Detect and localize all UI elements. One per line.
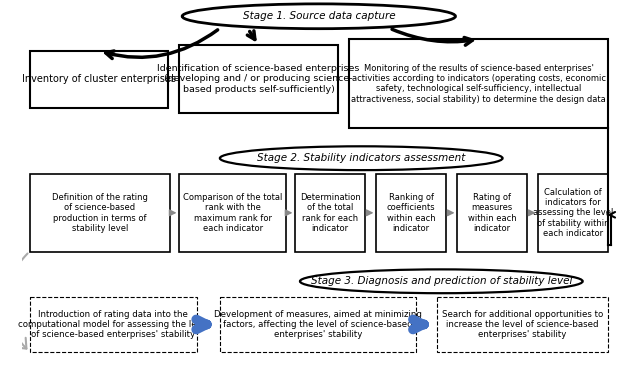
Ellipse shape <box>182 4 456 29</box>
Text: Stage 1. Source data capture: Stage 1. Source data capture <box>243 11 395 21</box>
FancyBboxPatch shape <box>437 297 608 352</box>
FancyBboxPatch shape <box>30 297 197 352</box>
Text: Development of measures, aimed at minimizing
factors, affecting the level of sci: Development of measures, aimed at minimi… <box>214 310 422 339</box>
Text: Definition of the rating
of science-based
production in terms of
stability level: Definition of the rating of science-base… <box>52 193 148 233</box>
FancyBboxPatch shape <box>220 297 416 352</box>
FancyBboxPatch shape <box>538 174 608 251</box>
Text: Determination
of the total
rank for each
indicator: Determination of the total rank for each… <box>300 193 360 233</box>
FancyBboxPatch shape <box>376 174 446 251</box>
FancyBboxPatch shape <box>179 174 286 251</box>
Text: Introduction of rating data into the
computational model for assessing the level: Introduction of rating data into the com… <box>18 310 209 339</box>
FancyBboxPatch shape <box>295 174 365 251</box>
Text: Comparison of the total
rank with the
maximum rank for
each indicator: Comparison of the total rank with the ma… <box>183 193 283 233</box>
Ellipse shape <box>300 269 583 293</box>
Text: Rating of
measures
within each
indicator: Rating of measures within each indicator <box>468 193 516 233</box>
Text: Identification of science-based enterprises
(developing and / or producing scien: Identification of science-based enterpri… <box>157 64 360 94</box>
Ellipse shape <box>220 146 502 170</box>
Text: Calculation of
indicators for
assessing the level
of stability within
each indic: Calculation of indicators for assessing … <box>533 188 614 238</box>
FancyBboxPatch shape <box>179 45 337 113</box>
FancyArrowPatch shape <box>4 254 28 349</box>
Text: Search for additional opportunities to
increase the level of science-based
enter: Search for additional opportunities to i… <box>442 310 603 339</box>
Text: Stage 2. Stability indicators assessment: Stage 2. Stability indicators assessment <box>257 153 465 163</box>
FancyBboxPatch shape <box>349 39 608 128</box>
FancyBboxPatch shape <box>30 51 168 107</box>
FancyBboxPatch shape <box>458 174 527 251</box>
FancyBboxPatch shape <box>30 174 170 251</box>
Text: Ranking of
coefficients
within each
indicator: Ranking of coefficients within each indi… <box>387 193 435 233</box>
Text: Stage 3. Diagnosis and prediction of stability level: Stage 3. Diagnosis and prediction of sta… <box>311 276 572 286</box>
Text: Inventory of cluster enterprises: Inventory of cluster enterprises <box>21 74 176 84</box>
Text: Monitoring of the results of science-based enterprises'
activities according to : Monitoring of the results of science-bas… <box>351 64 606 104</box>
